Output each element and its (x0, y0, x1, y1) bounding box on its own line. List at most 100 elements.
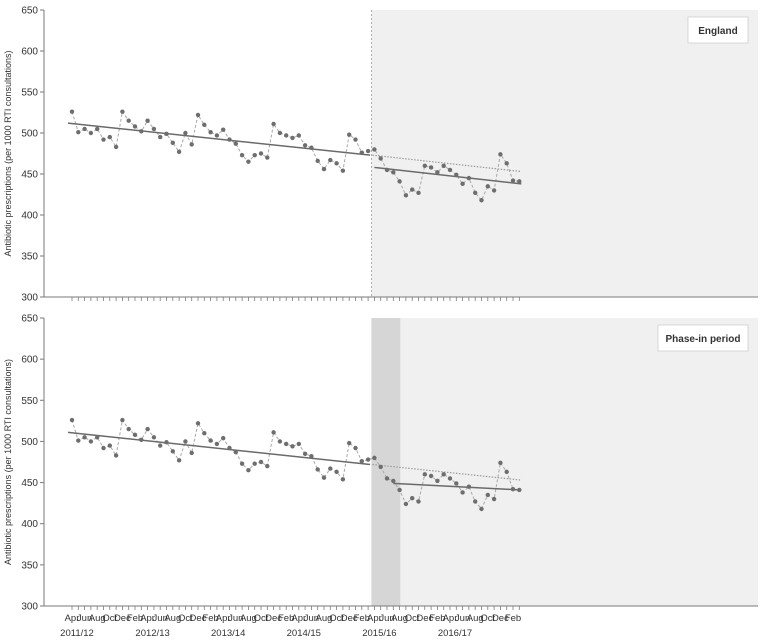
x-month-label: Apr (443, 613, 458, 624)
y-tick-label: 600 (21, 355, 38, 366)
y-tick-label: 350 (21, 560, 38, 571)
data-point (246, 159, 251, 164)
data-point (258, 151, 264, 156)
data-point (384, 167, 390, 173)
data-point (246, 468, 251, 473)
data-point (441, 163, 446, 168)
x-month-label: Jun (304, 613, 319, 624)
data-point (328, 157, 333, 163)
data-point (139, 437, 144, 442)
data-point (252, 152, 257, 158)
data-point (126, 118, 131, 123)
data-point (164, 131, 169, 137)
data-point (309, 454, 314, 459)
data-point (221, 435, 226, 441)
y-tick-label: 300 (21, 602, 38, 613)
data-point (410, 496, 415, 501)
data-point (95, 126, 100, 132)
x-month-label: Dec (492, 613, 509, 624)
data-point (284, 133, 289, 138)
data-point (221, 127, 226, 132)
data-point (69, 109, 75, 114)
data-point (315, 158, 320, 164)
panel-label-box: Phase-in period (657, 324, 749, 352)
counterfactual-trend-line (372, 463, 522, 481)
data-point (510, 486, 516, 492)
y-axis-title: Antibiotic prescriptions (per 1000 RTI c… (3, 51, 13, 257)
data-point (491, 496, 497, 502)
data-point (113, 453, 119, 458)
y-tick-label: 600 (21, 47, 38, 58)
data-point (88, 130, 94, 136)
data-point (466, 175, 472, 181)
x-month-label: Oct (480, 613, 495, 624)
data-point (410, 187, 415, 192)
data-point (284, 441, 289, 447)
data-point (139, 129, 144, 134)
data-point (227, 137, 232, 142)
pre-intervention-trend-line (67, 122, 371, 156)
x-year-label: 2012/13 (135, 628, 169, 639)
data-point (422, 472, 427, 477)
data-point (435, 478, 440, 484)
data-point (195, 112, 201, 118)
data-point (252, 461, 257, 466)
x-month-label: Apr (291, 613, 306, 624)
data-point (403, 193, 409, 198)
data-point (107, 443, 113, 448)
x-month-label: Apr (367, 613, 382, 624)
x-month-label: Oct (178, 613, 193, 624)
data-point (290, 135, 295, 141)
chart-panel-2: 300 350 400 450 500 550 600 650 Antibiotic presc… (3, 314, 758, 639)
x-year-label: 2011/12 (60, 628, 94, 639)
data-point (460, 490, 465, 495)
data-point (76, 438, 81, 443)
data-point (296, 441, 301, 447)
x-year-label: 2013/14 (211, 628, 245, 639)
x-month-label: Dec (341, 613, 358, 624)
panel-label: England (698, 26, 737, 37)
data-point (416, 190, 421, 196)
data-point (120, 417, 125, 423)
y-tick-label: 550 (21, 396, 38, 407)
y-tick-label: 500 (21, 437, 38, 448)
y-tick-label: 400 (21, 519, 38, 530)
x-month-label: Aug (240, 613, 257, 624)
data-point (321, 475, 327, 480)
y-tick-label: 300 (21, 293, 38, 304)
data-point (491, 188, 497, 193)
data-point (328, 466, 333, 471)
x-year-label: 2015/16 (362, 628, 396, 639)
data-point (176, 458, 182, 463)
y-axis-title: Antibiotic prescriptions (per 1000 RTI c… (3, 359, 13, 565)
data-point (126, 426, 131, 432)
data-point (214, 133, 220, 138)
data-point (498, 460, 503, 466)
data-point (353, 137, 358, 142)
x-month-label: Apr (65, 613, 80, 624)
data-point (435, 170, 440, 175)
x-month-label: Feb (278, 613, 294, 624)
data-point (202, 431, 207, 436)
data-point (485, 184, 490, 189)
data-point (454, 172, 459, 178)
data-point (422, 163, 427, 168)
data-point (397, 487, 402, 493)
data-point (391, 170, 396, 175)
data-point (403, 501, 409, 507)
y-tick-label: 350 (21, 252, 38, 263)
data-point (347, 132, 352, 137)
x-year-label: 2014/15 (287, 628, 321, 639)
data-point (347, 440, 352, 446)
panel-label-frame (687, 16, 749, 44)
data-point (454, 481, 459, 486)
data-point (473, 190, 478, 196)
y-tick-label: 400 (21, 211, 38, 222)
x-month-label: Apr (216, 613, 231, 624)
x-month-label: Feb (429, 613, 445, 624)
data-point (302, 451, 308, 456)
data-point (447, 167, 453, 173)
data-point (271, 121, 276, 127)
data-point (132, 432, 138, 438)
data-point (176, 149, 182, 155)
